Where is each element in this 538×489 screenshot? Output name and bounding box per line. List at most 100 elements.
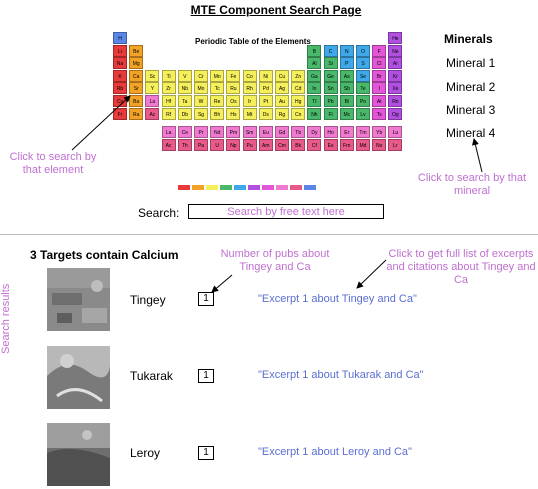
element-tile-w[interactable]: W: [194, 95, 208, 107]
element-tile-ds[interactable]: Ds: [258, 107, 273, 120]
element-tile-eu-series[interactable]: Eu: [258, 126, 273, 139]
element-tile-ca[interactable]: Ca: [129, 69, 144, 82]
excerpt-link-leroy[interactable]: "Excerpt 1 about Leroy and Ca": [258, 446, 412, 458]
element-tile-u-series[interactable]: U: [210, 138, 225, 151]
element-tile-er-series[interactable]: Er: [339, 126, 354, 139]
element-tile-mn[interactable]: Mn: [210, 69, 225, 82]
element-tile-ta[interactable]: Ta: [177, 95, 192, 107]
element-tile-h[interactable]: H: [113, 32, 127, 44]
element-tile-fl[interactable]: Fl: [323, 107, 338, 120]
element-tile-cl[interactable]: Cl: [372, 57, 387, 70]
element-tile-s[interactable]: S: [356, 57, 370, 70]
element-tile-sm-series[interactable]: Sm: [242, 126, 257, 139]
element-tile-ir[interactable]: Ir: [242, 95, 257, 107]
element-tile-pr-series[interactable]: Pr: [194, 126, 208, 139]
element-tile-la-series[interactable]: La: [161, 126, 176, 139]
element-tile-ne[interactable]: Ne: [388, 44, 403, 57]
element-tile-na[interactable]: Na: [113, 57, 127, 70]
element-tile-mt[interactable]: Mt: [242, 107, 257, 120]
element-tile-nb[interactable]: Nb: [177, 82, 192, 95]
element-tile-re[interactable]: Re: [210, 95, 225, 107]
element-tile-cf-series[interactable]: Cf: [307, 138, 322, 151]
element-tile-ts[interactable]: Ts: [372, 107, 387, 120]
element-tile-db[interactable]: Db: [177, 107, 192, 120]
pub-count-leroy[interactable]: 1: [198, 446, 214, 460]
element-tile-lu-series[interactable]: Lu: [388, 126, 403, 139]
pub-count-tukarak[interactable]: 1: [198, 369, 214, 383]
element-tile-te[interactable]: Te: [356, 82, 370, 95]
excerpt-link-tingey[interactable]: "Excerpt 1 about Tingey and Ca": [258, 293, 417, 305]
element-tile-th-series[interactable]: Th: [177, 138, 192, 151]
element-tile-cu[interactable]: Cu: [275, 69, 289, 82]
element-tile-fr[interactable]: Fr: [113, 107, 127, 120]
element-tile-ho-series[interactable]: Ho: [323, 126, 338, 139]
element-tile-f[interactable]: F: [372, 44, 387, 57]
element-tile-pd[interactable]: Pd: [258, 82, 273, 95]
element-tile-li[interactable]: Li: [113, 44, 127, 57]
element-tile-cr[interactable]: Cr: [194, 69, 208, 82]
element-tile-nd-series[interactable]: Nd: [210, 126, 225, 139]
element-tile-ac[interactable]: Ac: [145, 107, 160, 120]
element-tile-mo[interactable]: Mo: [194, 82, 208, 95]
target-name-leroy[interactable]: Leroy: [130, 446, 161, 460]
element-tile-nh[interactable]: Nh: [307, 107, 322, 120]
element-tile-ge[interactable]: Ge: [323, 69, 338, 82]
element-tile-tl[interactable]: Tl: [307, 95, 322, 107]
element-tile-bk-series[interactable]: Bk: [291, 138, 306, 151]
element-tile-md-series[interactable]: Md: [356, 138, 370, 151]
element-tile-sg[interactable]: Sg: [194, 107, 208, 120]
element-tile-rn[interactable]: Rn: [388, 95, 403, 107]
element-tile-pa-series[interactable]: Pa: [194, 138, 208, 151]
element-tile-ag[interactable]: Ag: [275, 82, 289, 95]
element-tile-am-series[interactable]: Am: [258, 138, 273, 151]
element-tile-hg[interactable]: Hg: [291, 95, 306, 107]
element-tile-mg[interactable]: Mg: [129, 57, 144, 70]
element-tile-gd-series[interactable]: Gd: [275, 126, 289, 139]
mineral-3-link[interactable]: Mineral 3: [446, 103, 496, 117]
element-tile-po[interactable]: Po: [356, 95, 370, 107]
element-tile-i[interactable]: I: [372, 82, 387, 95]
element-tile-in[interactable]: In: [307, 82, 322, 95]
element-tile-rf[interactable]: Rf: [161, 107, 176, 120]
element-tile-br[interactable]: Br: [372, 69, 387, 82]
element-tile-ce-series[interactable]: Ce: [177, 126, 192, 139]
element-tile-si[interactable]: Si: [323, 57, 338, 70]
element-tile-mc[interactable]: Mc: [339, 107, 354, 120]
element-tile-ru[interactable]: Ru: [226, 82, 241, 95]
element-tile-sn[interactable]: Sn: [323, 82, 338, 95]
element-tile-n[interactable]: N: [339, 44, 354, 57]
element-tile-hs[interactable]: Hs: [226, 107, 241, 120]
element-tile-xe[interactable]: Xe: [388, 82, 403, 95]
mineral-2-link[interactable]: Mineral 2: [446, 80, 496, 94]
element-tile-kr[interactable]: Kr: [388, 69, 403, 82]
element-tile-sb[interactable]: Sb: [339, 82, 354, 95]
element-tile-k[interactable]: K: [113, 69, 127, 82]
element-tile-v[interactable]: V: [177, 69, 192, 82]
element-tile-cm-series[interactable]: Cm: [275, 138, 289, 151]
element-tile-fe[interactable]: Fe: [226, 69, 241, 82]
element-tile-zn[interactable]: Zn: [291, 69, 306, 82]
element-tile-ni[interactable]: Ni: [258, 69, 273, 82]
element-tile-be[interactable]: Be: [129, 44, 144, 57]
element-tile-ac-series[interactable]: Ac: [161, 138, 176, 151]
mineral-4-link[interactable]: Mineral 4: [446, 126, 496, 140]
element-tile-zr[interactable]: Zr: [161, 82, 176, 95]
pub-count-tingey[interactable]: 1: [198, 292, 214, 306]
element-tile-ar[interactable]: Ar: [388, 57, 403, 70]
element-tile-yb-series[interactable]: Yb: [372, 126, 387, 139]
element-tile-hf[interactable]: Hf: [161, 95, 176, 107]
search-input[interactable]: [188, 204, 384, 219]
element-tile-at[interactable]: At: [372, 95, 387, 107]
element-tile-se[interactable]: Se: [356, 69, 370, 82]
element-tile-as[interactable]: As: [339, 69, 354, 82]
element-tile-tc[interactable]: Tc: [210, 82, 225, 95]
element-tile-p[interactable]: P: [339, 57, 354, 70]
element-tile-sc[interactable]: Sc: [145, 69, 160, 82]
element-tile-fm-series[interactable]: Fm: [339, 138, 354, 151]
element-tile-co[interactable]: Co: [242, 69, 257, 82]
element-tile-au[interactable]: Au: [275, 95, 289, 107]
element-tile-he[interactable]: He: [388, 32, 403, 44]
element-tile-la[interactable]: La: [145, 95, 160, 107]
element-tile-lv[interactable]: Lv: [356, 107, 370, 120]
element-tile-pt[interactable]: Pt: [258, 95, 273, 107]
